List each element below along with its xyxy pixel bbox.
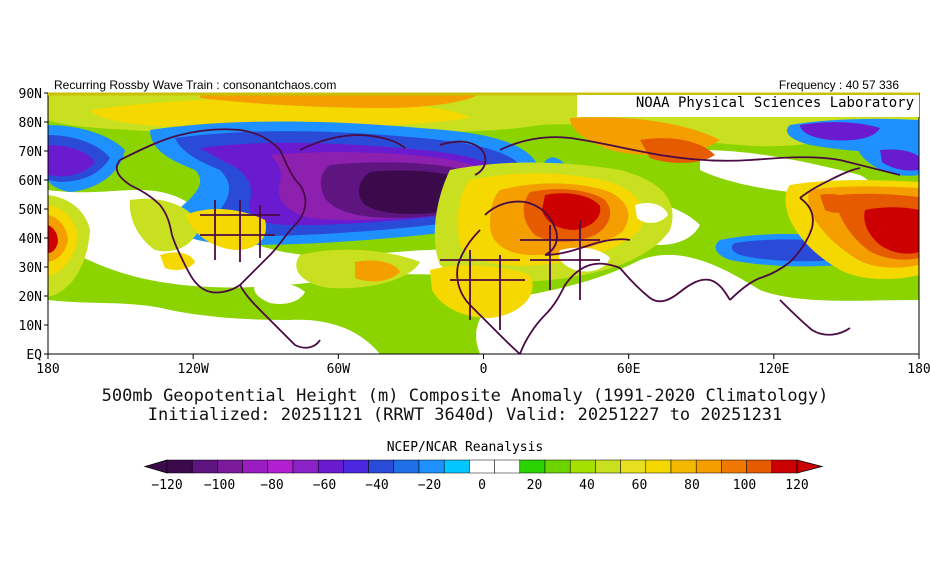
colorbar-swatch	[620, 459, 647, 474]
plot-title: 500mb Geopotential Height (m) Composite …	[101, 386, 829, 406]
colorbar-swatch	[645, 459, 672, 474]
lat-tick-label: EQ	[26, 348, 42, 363]
org-label: NOAA Physical Sciences Laboratory	[635, 95, 914, 111]
lon-tick-label: 120W	[178, 362, 209, 377]
colorbar-swatch	[166, 459, 193, 474]
colorbar-swatch	[544, 459, 571, 474]
colorbar-swatch	[469, 459, 495, 474]
lat-tick-label: 20N	[19, 290, 42, 305]
lon-tick-label: 0	[480, 362, 488, 377]
lat-tick-label: 40N	[19, 232, 42, 247]
longitude-axis: 180 120W 60W 0 60E 120E 180	[36, 354, 930, 377]
colorbar-swatch	[569, 459, 596, 474]
colorbar-tick-label: −20	[418, 478, 441, 493]
lon-tick-label: 60E	[617, 362, 640, 377]
colorbar-swatch	[292, 459, 319, 474]
colorbar-tick-label: 100	[733, 478, 756, 493]
colorbar-tick-label: 120	[785, 478, 808, 493]
lat-tick-label: 30N	[19, 261, 42, 276]
lat-tick-label: 60N	[19, 174, 42, 189]
colorbar-swatch	[368, 459, 395, 474]
lon-tick-label: 120E	[758, 362, 789, 377]
colorbar-swatch	[721, 459, 747, 474]
colorbar-swatch	[343, 459, 369, 474]
colorbar-swatch	[746, 459, 773, 474]
colorbar-swatch	[494, 459, 521, 474]
colorbar-tick-label: 0	[478, 478, 486, 493]
anomaly-field	[48, 93, 919, 354]
plot-subtitle: Initialized: 20251121 (RRWT 3640d) Valid…	[147, 405, 783, 425]
colorbar-swatch	[393, 459, 420, 474]
colorbar-swatch	[267, 459, 294, 474]
colorbar-swatch	[595, 459, 621, 474]
colorbar-swatch	[695, 459, 722, 474]
colorbar-label: NCEP/NCAR Reanalysis	[386, 440, 544, 455]
colorbar-tick-label: −60	[313, 478, 336, 493]
colorbar: −120 −100 −80 −60 −40 −20 0 20 40 60 80 100 120	[143, 459, 824, 493]
header-frequency-text: Frequency : 40 57 336	[778, 78, 899, 92]
lon-tick-label: 180	[36, 362, 59, 377]
colorbar-swatch	[443, 459, 470, 474]
colorbar-tick-label: 60	[632, 478, 648, 493]
colorbar-tick-label: −120	[151, 478, 182, 493]
lat-tick-label: 80N	[19, 116, 42, 131]
colorbar-tick-label: −40	[365, 478, 388, 493]
lon-tick-label: 180	[907, 362, 930, 377]
lon-tick-label: 60W	[327, 362, 351, 377]
colorbar-tick-label: 40	[579, 478, 595, 493]
colorbar-tick-label: −100	[204, 478, 235, 493]
latitude-axis: 90N 80N 70N 60N 50N 40N 30N 20N 10N EQ	[19, 87, 48, 363]
lat-tick-label: 50N	[19, 203, 42, 218]
colorbar-swatch	[317, 459, 344, 474]
lat-tick-label: 70N	[19, 145, 42, 160]
lat-tick-label: 10N	[19, 319, 42, 334]
colorbar-tick-label: 80	[684, 478, 700, 493]
colorbar-swatch	[217, 459, 243, 474]
lat-tick-label: 90N	[19, 87, 42, 102]
header-left-text: Recurring Rossby Wave Train : consonantc…	[54, 78, 337, 92]
colorbar-tick-label: 20	[527, 478, 543, 493]
colorbar-swatch	[519, 459, 546, 474]
colorbar-tick-label: −80	[260, 478, 283, 493]
colorbar-swatch	[191, 459, 218, 474]
colorbar-swatch	[670, 459, 697, 474]
colorbar-swatch	[242, 459, 269, 474]
colorbar-swatch	[418, 459, 445, 474]
org-label-box	[577, 95, 919, 117]
colorbar-swatch	[771, 459, 798, 474]
